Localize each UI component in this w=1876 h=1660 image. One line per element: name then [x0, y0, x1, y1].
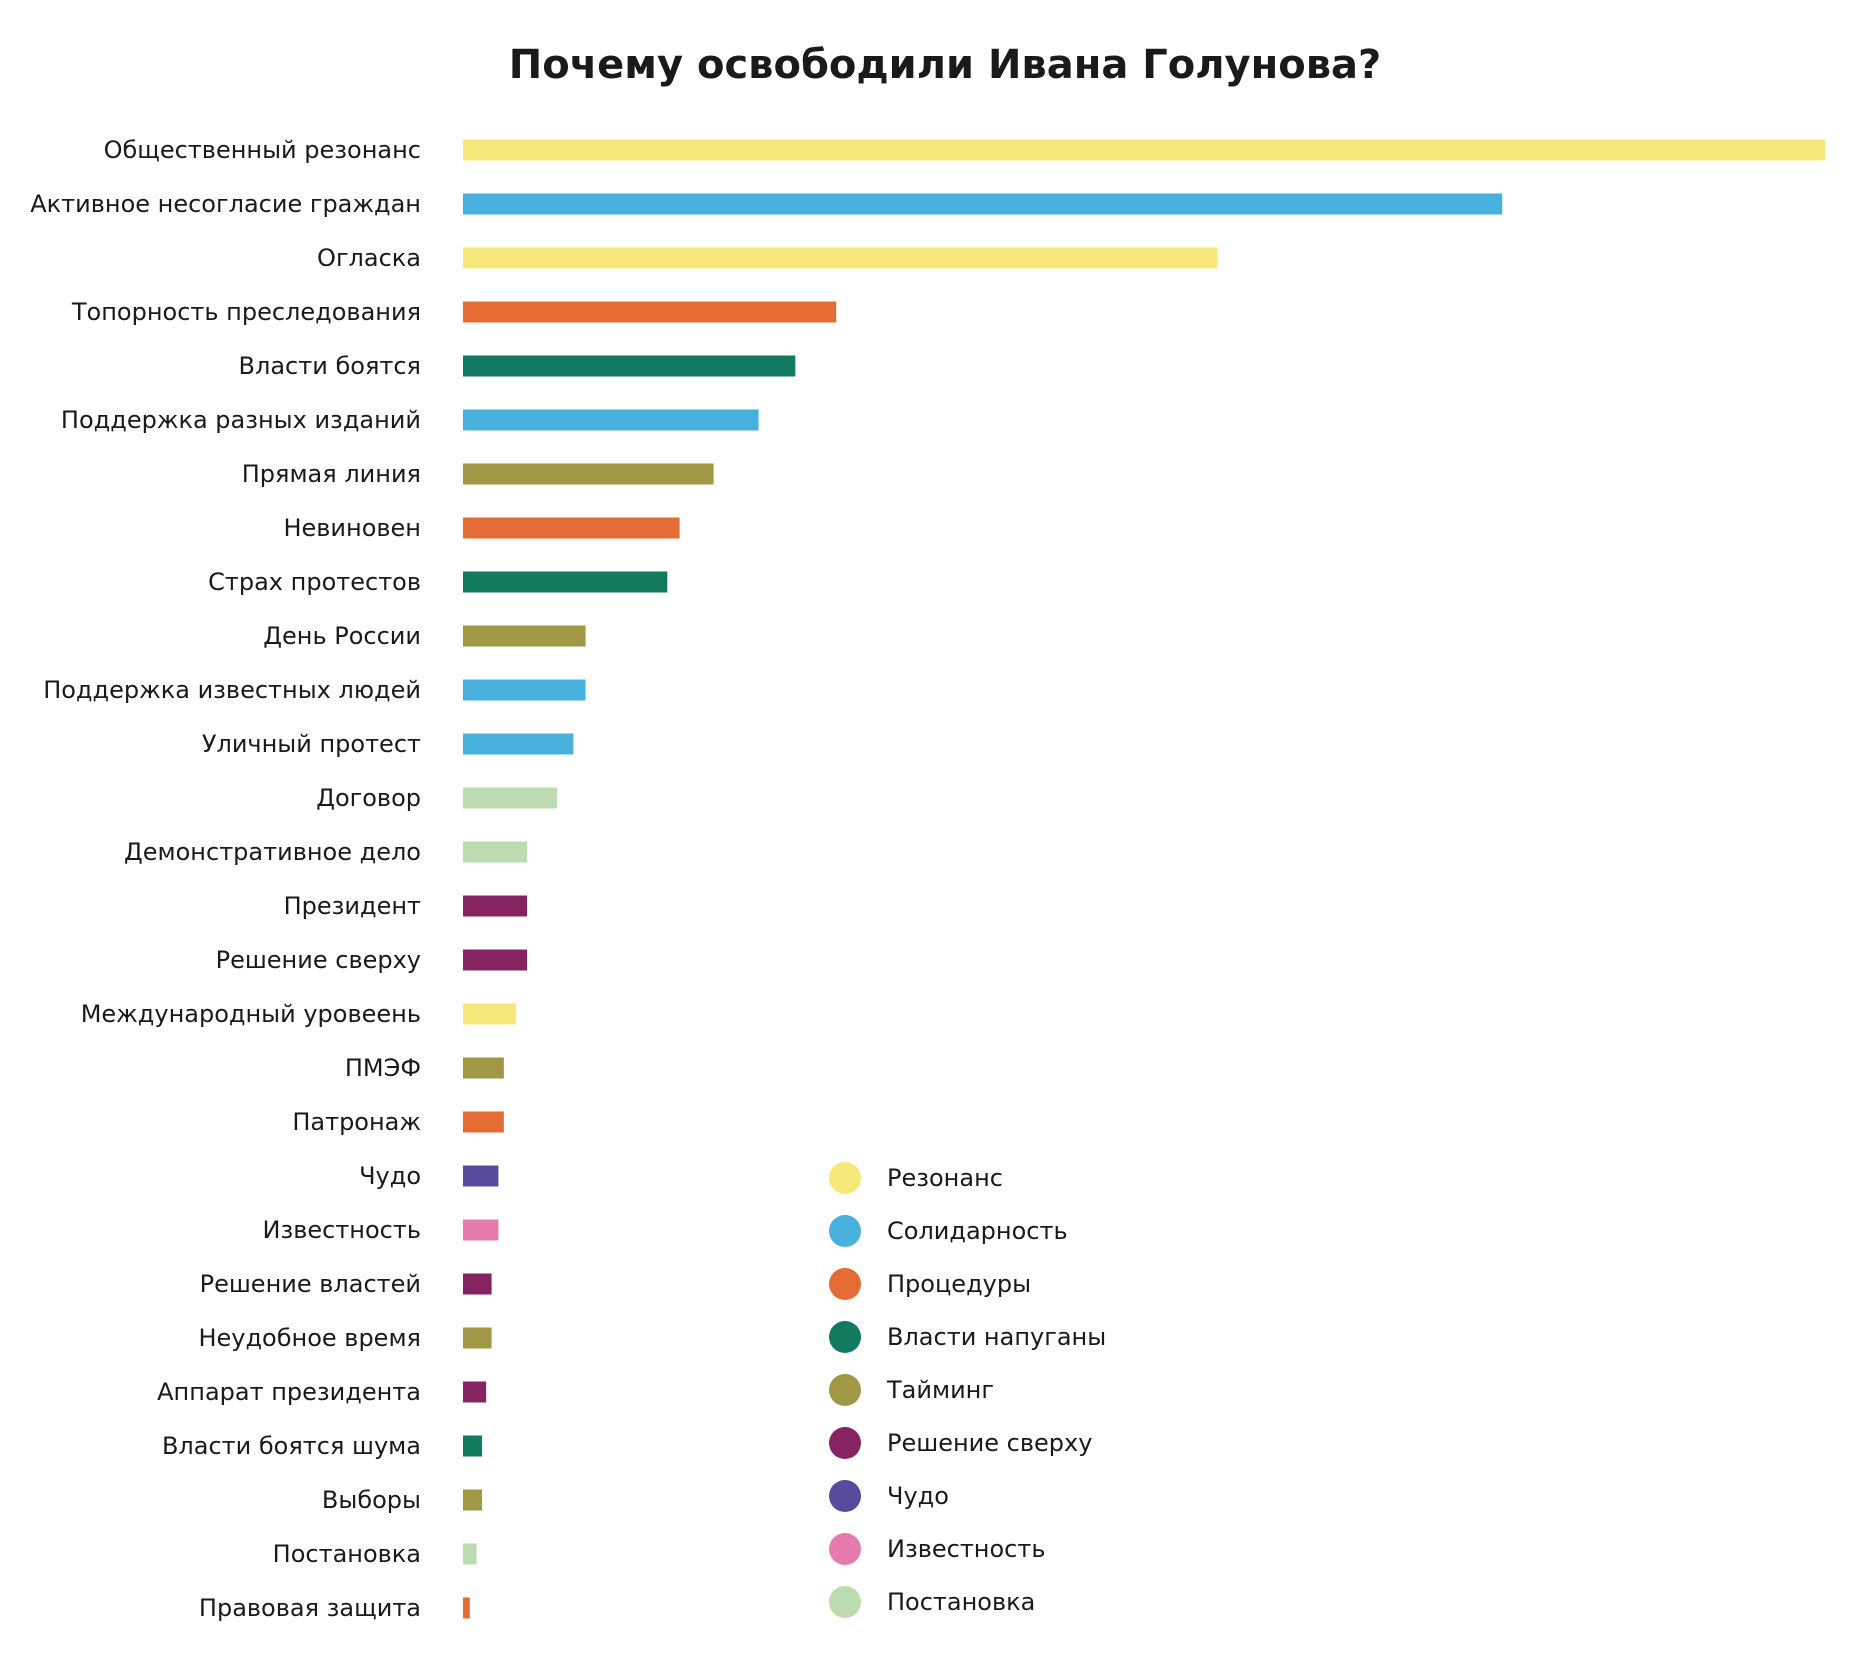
bar-item-18: [463, 1111, 504, 1133]
legend-swatch-2: [829, 1268, 861, 1300]
legend-swatch-4: [829, 1374, 861, 1406]
category-label-item-0: Общественный резонанс: [104, 136, 421, 164]
category-labels: Общественный резонанс Активное несогласие…: [30, 136, 421, 1622]
category-label-item-20: Известность: [263, 1216, 422, 1244]
category-label-item-17: ПМЭФ: [345, 1054, 421, 1082]
bar-item-8: [463, 571, 668, 593]
legend-label-3: Власти напуганы: [887, 1323, 1106, 1351]
bar-item-22: [463, 1327, 492, 1349]
category-label-item-25: Выборы: [322, 1486, 421, 1514]
legend-label-0: Резонанс: [887, 1164, 1003, 1192]
legend-swatch-7: [829, 1533, 861, 1565]
category-label-item-12: Договор: [316, 784, 421, 812]
category-label-item-13: Демонстративное дело: [124, 838, 421, 866]
bar-item-6: [463, 463, 714, 485]
bar-item-25: [463, 1489, 483, 1511]
bar-item-13: [463, 841, 528, 863]
category-label-item-1: Активное несогласие граждан: [30, 190, 421, 218]
bar-item-9: [463, 625, 586, 647]
category-label-item-27: Правовая защита: [199, 1594, 421, 1622]
legend-swatch-1: [829, 1215, 861, 1247]
bar-item-12: [463, 787, 557, 809]
bar-item-20: [463, 1219, 499, 1241]
legend-label-7: Известность: [887, 1535, 1046, 1563]
bar-item-15: [463, 949, 528, 971]
bar-item-26: [463, 1543, 477, 1565]
category-label-item-19: Чудо: [359, 1162, 421, 1190]
category-label-item-16: Международный уровеень: [81, 1000, 421, 1028]
bar-item-16: [463, 1003, 517, 1025]
legend-label-1: Солидарность: [887, 1217, 1068, 1245]
bar-item-24: [463, 1435, 483, 1457]
bar-item-2: [463, 247, 1218, 269]
bar-item-27: [463, 1597, 470, 1619]
category-label-item-21: Решение властей: [200, 1270, 421, 1298]
bar-item-5: [463, 409, 759, 431]
category-label-item-14: Президент: [284, 892, 421, 920]
category-label-item-10: Поддержка известных людей: [43, 676, 421, 704]
bar-item-10: [463, 679, 586, 701]
bar-item-11: [463, 733, 574, 755]
bar-item-17: [463, 1057, 504, 1079]
category-label-item-7: Невиновен: [283, 514, 421, 542]
legend-swatch-6: [829, 1480, 861, 1512]
legend-label-2: Процедуры: [887, 1270, 1031, 1298]
bar-item-23: [463, 1381, 487, 1403]
bar-item-1: [463, 193, 1503, 215]
legend-swatch-0: [829, 1162, 861, 1194]
category-label-item-11: Уличный протест: [202, 730, 421, 758]
legend-label-5: Решение сверху: [887, 1429, 1092, 1457]
bar-item-3: [463, 301, 837, 323]
bar-item-14: [463, 895, 528, 917]
legend-swatch-5: [829, 1427, 861, 1459]
category-label-item-2: Огласка: [317, 244, 421, 272]
category-label-item-9: День России: [263, 622, 421, 650]
bar-item-19: [463, 1165, 499, 1187]
category-label-item-4: Власти боятся: [239, 352, 421, 380]
category-label-item-8: Страх протестов: [208, 568, 421, 596]
category-label-item-22: Неудобное время: [198, 1324, 421, 1352]
category-label-item-5: Поддержка разных изданий: [61, 406, 421, 434]
legend-swatch-8: [829, 1586, 861, 1618]
legend-swatch-3: [829, 1321, 861, 1353]
bar-item-0: [463, 139, 1825, 161]
category-label-item-24: Власти боятся шума: [162, 1432, 421, 1460]
legend-label-6: Чудо: [887, 1482, 949, 1510]
legend: Резонанс Солидарность Процедуры Власти напу…: [829, 1162, 1106, 1618]
category-label-item-6: Прямая линия: [242, 460, 421, 488]
legend-label-8: Постановка: [887, 1588, 1035, 1616]
category-label-item-15: Решение сверху: [216, 946, 421, 974]
category-label-item-18: Патронаж: [292, 1108, 421, 1136]
bar-item-21: [463, 1273, 492, 1295]
bars-group: [463, 139, 1825, 1619]
legend-label-4: Тайминг: [886, 1376, 994, 1404]
bar-item-7: [463, 517, 680, 539]
bar-item-4: [463, 355, 796, 377]
category-label-item-23: Аппарат президента: [157, 1378, 421, 1406]
chart-title: Почему освободили Ивана Голунова?: [509, 42, 1382, 88]
category-label-item-3: Топорность преследования: [71, 298, 421, 326]
category-label-item-26: Постановка: [273, 1540, 421, 1568]
